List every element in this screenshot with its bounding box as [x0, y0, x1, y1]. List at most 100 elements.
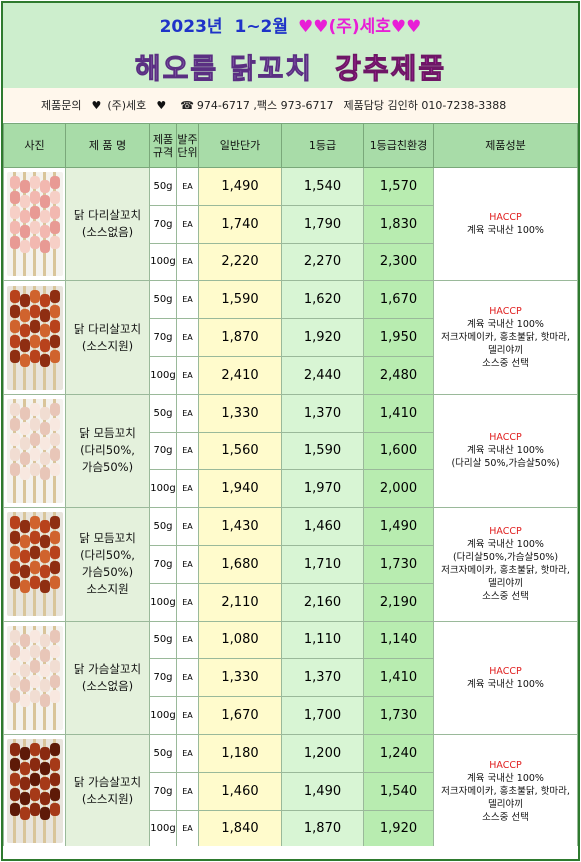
chicken-skewer-photo [6, 285, 63, 390]
haccp-label: HACCP [489, 665, 522, 677]
product-name-line: (다리50%, [80, 443, 135, 458]
meat-piece [19, 663, 30, 677]
price-grade1-eco-cell: 1,600 [363, 431, 434, 471]
meat-piece [19, 648, 30, 662]
meat-piece [29, 289, 40, 303]
haccp-label: HACCP [489, 759, 522, 771]
meat-piece [29, 546, 40, 560]
spec-cell: 50g [149, 733, 177, 773]
header-unit-line1: 발주 [177, 132, 198, 146]
product-name-line: (다리50%, [80, 548, 135, 563]
meat-piece [29, 576, 40, 590]
contact-manager: 제품담당 김인하 010-7238-3388 [343, 99, 507, 112]
meat-piece [39, 807, 50, 821]
table-row: 70g EA 1,680 1,710 1,730 [4, 544, 578, 584]
meat-piece [19, 550, 30, 564]
meat-piece [9, 674, 20, 688]
price-grade1-eco-cell: 2,480 [363, 355, 434, 395]
meat-piece [29, 788, 40, 802]
product-name-line: 닭 가슴살꼬치 [73, 661, 142, 676]
price-grade1-cell: 1,710 [281, 544, 364, 584]
meat-piece [39, 535, 50, 549]
product-name-line: 가슴50%) [81, 565, 134, 580]
composition-line: 계육 국내산 100% [467, 445, 544, 457]
contact-bar: 제품문의 ♥ (주)세호 ♥ ☎ 974-6717 ,팩스 973-6717 제… [3, 88, 578, 122]
meat-piece [9, 176, 20, 190]
product-name-line: 닭 모듬꼬치 [79, 426, 136, 441]
product-name-line: (소스지원) [81, 338, 134, 353]
meat-piece [49, 803, 60, 817]
price-general-cell: 1,430 [198, 507, 282, 546]
meat-piece [29, 334, 40, 348]
meat-piece [29, 447, 40, 461]
header-photo: 사진 [3, 123, 66, 168]
header-spec-line2: 규격 [152, 145, 174, 159]
price-grade1-cell: 1,460 [281, 507, 364, 546]
price-general-cell: 1,870 [198, 318, 282, 357]
haccp-label: HACCP [489, 212, 522, 224]
composition-line: 계육 국내산 100% [467, 539, 544, 551]
composition-line: (다리살50%,가슴살50%) [452, 552, 559, 564]
meat-piece [49, 644, 60, 658]
meat-piece [29, 417, 40, 431]
price-general-cell: 1,330 [198, 393, 282, 433]
meat-piece [39, 406, 50, 420]
meat-piece [9, 191, 20, 205]
price-grade1-eco-cell: 1,540 [363, 771, 434, 811]
header-composition: 제품성분 [433, 123, 578, 168]
meat-piece [9, 319, 20, 333]
skewer-stick [22, 172, 26, 277]
title-months: 1~2월 [234, 17, 289, 37]
table-row: 100g EA 1,940 1,970 2,000 [4, 469, 578, 509]
table-row: 100g EA 2,220 2,270 2,300 [4, 242, 578, 282]
meat-piece [9, 576, 20, 590]
meat-piece [9, 689, 20, 703]
meat-piece [49, 417, 60, 431]
composition-cell: HACCP 계육 국내산 100% (다리살50%,가슴살50%) 저크자메이카, 홍… [433, 507, 578, 622]
meat-piece [49, 206, 60, 220]
composition-line: 소스중 선택 [482, 358, 529, 370]
unit-cell: EA [176, 809, 199, 849]
meat-piece [29, 221, 40, 235]
meat-piece [49, 531, 60, 545]
table-row: 70g EA 1,560 1,590 1,600 [4, 431, 578, 471]
spec-cell: 70g [149, 658, 177, 698]
composition-line: 계육 국내산 100% [467, 678, 544, 690]
skewer-stick [42, 512, 46, 617]
meat-piece [19, 807, 30, 821]
page-title: 2023년 1~2월 ♥♥(주)세호♥♥ [3, 12, 578, 37]
meat-piece [19, 406, 30, 420]
product-name: 닭 다리살꼬치 (소스없음) [65, 166, 150, 282]
price-grade1-cell: 2,440 [281, 355, 364, 395]
skewer-stick [22, 625, 26, 730]
price-general-cell: 1,330 [198, 658, 282, 698]
composition-line: 소스중 선택 [482, 811, 529, 823]
meat-piece [9, 758, 20, 772]
table-body: 닭 다리살꼬치 (소스없음) 50g EA 1,490 1,540 1,570 HACCP 계육… [3, 166, 578, 849]
meat-piece [49, 236, 60, 250]
title-company: (주)세호 [328, 17, 391, 37]
meat-piece [39, 180, 50, 194]
meat-piece [39, 421, 50, 435]
product-name: 닭 가슴살꼬치 (소스없음) [65, 620, 150, 735]
meat-piece [29, 644, 40, 658]
table-row: 닭 다리살꼬치 (소스지원) 50g EA 1,590 1,620 1,670 HACCP 계육… [3, 280, 578, 395]
contact-phone-fax: 974-6717 ,팩스 973-6717 [196, 99, 334, 112]
meat-piece [9, 206, 20, 220]
meat-piece [19, 436, 30, 450]
meat-piece [49, 659, 60, 673]
meat-piece [19, 693, 30, 707]
product-name-line: (소스없음) [81, 225, 134, 240]
meat-piece [9, 773, 20, 787]
skewer-stick [22, 512, 26, 617]
meat-piece [49, 674, 60, 688]
composition-line: 저크자메이카, 홍초불닭, 핫마라, [441, 565, 570, 577]
price-general-cell: 1,670 [198, 696, 282, 735]
header-unit: 발주 단위 [176, 123, 199, 168]
price-table: 사진 제 품 명 제품 규격 발주 단위 일반단가 1등급 1등급친환경 제품성… [3, 123, 578, 849]
header-price-grade1-eco: 1등급친환경 [363, 123, 434, 168]
meat-piece [19, 293, 30, 307]
meat-piece [49, 402, 60, 416]
table-row: 70g EA 1,870 1,920 1,950 [4, 318, 578, 357]
header-price-general: 일반단가 [198, 123, 282, 168]
